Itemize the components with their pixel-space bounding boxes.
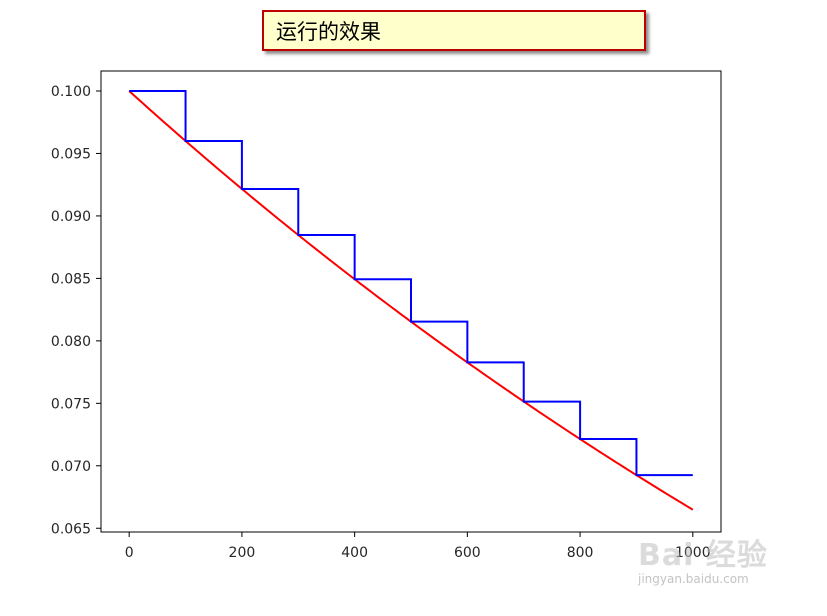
y-tick-label: 0.070	[51, 459, 91, 475]
caption-text: 运行的效果	[276, 19, 381, 44]
y-tick-label: 0.065	[51, 521, 91, 537]
watermark: Bai 经验 jingyan.baidu.com	[638, 530, 788, 600]
y-tick-label: 0.080	[51, 334, 91, 350]
x-tick-label: 1000	[675, 545, 711, 561]
series-line-staircase	[129, 89, 693, 477]
x-tick-label: 800	[567, 545, 594, 561]
x-tick-label: 400	[341, 545, 368, 561]
x-tick-label: 600	[454, 545, 481, 561]
y-tick-label: 0.090	[51, 209, 91, 225]
series-lines	[128, 89, 694, 511]
y-tick-label: 0.095	[51, 146, 91, 162]
plot-frame	[100, 70, 722, 533]
watermark-url: jingyan.baidu.com	[638, 572, 749, 586]
y-tick-label: 0.075	[51, 396, 91, 412]
y-tick-label: 0.100	[51, 84, 91, 100]
watermark-logo-text: Bai 经验	[638, 538, 768, 573]
axis-ticks: 0 200 400 600 800 1000 0.065 0.070 0.075 0.080 0.0…	[51, 84, 711, 561]
y-tick-label: 0.085	[51, 271, 91, 287]
x-tick-label: 0	[125, 545, 134, 561]
x-tick-label: 200	[229, 545, 256, 561]
caption-box: 运行的效果	[262, 10, 646, 51]
